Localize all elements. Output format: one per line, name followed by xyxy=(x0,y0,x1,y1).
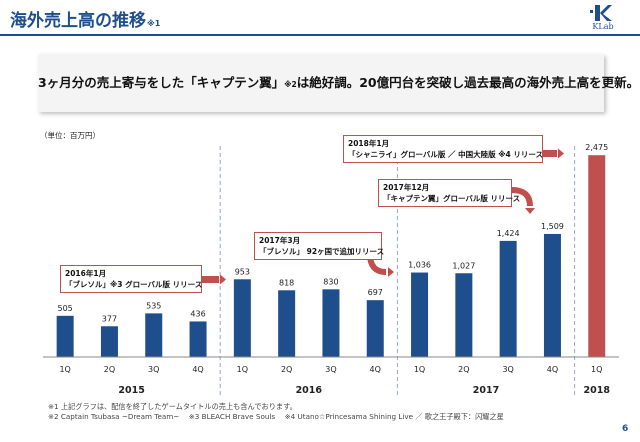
callout-1: 2016年1月「ブレソル」※3 グローバル版 リリース xyxy=(60,265,202,293)
footnote-2: ※2 Captain Tsubasa ~Dream Team~ ※3 BLEAC… xyxy=(48,412,504,421)
headline-note: ※2 xyxy=(284,80,297,89)
bar-1 xyxy=(56,315,74,357)
callout-2-text: 「ブレソル」 92ヶ国で追加リリース xyxy=(259,247,385,256)
value-label-9: 1,036 xyxy=(408,261,431,270)
title-rule xyxy=(0,34,640,36)
tick-label-12: 4Q xyxy=(547,365,558,374)
klab-logo-icon xyxy=(590,5,612,21)
year-label-2016: 2016 xyxy=(296,385,323,396)
value-label-12: 1,509 xyxy=(541,222,564,231)
page-title-note: ※1 xyxy=(147,19,161,28)
tick-label-10: 2Q xyxy=(458,365,469,374)
callout-2: 2017年3月「ブレソル」 92ヶ国で追加リリース xyxy=(254,232,385,260)
bar-7 xyxy=(322,289,340,357)
bar-2 xyxy=(100,326,118,357)
value-label-13: 2,475 xyxy=(585,143,608,152)
bar-10 xyxy=(455,273,473,357)
headline: 3ヶ月分の売上寄与をした「キャプテン翼」※2は絶好調。20億円台を突破し過去最高… xyxy=(38,54,639,112)
callout-1-date: 2016年1月 xyxy=(65,269,107,278)
bar-6 xyxy=(278,290,296,357)
arrow-2-head xyxy=(388,267,394,277)
callout-3-text: 「キャプテン翼」グローバル版 リリース xyxy=(383,194,521,203)
bar-9 xyxy=(411,272,429,357)
headline-box: 3ヶ月分の売上寄与をした「キャプテン翼」※2は絶好調。20億円台を突破し過去最高… xyxy=(38,54,639,112)
value-label-1: 505 xyxy=(58,304,73,313)
callout-3-date: 2017年12月 xyxy=(383,183,430,192)
value-label-6: 818 xyxy=(279,278,294,287)
value-label-4: 436 xyxy=(190,309,205,318)
value-label-7: 830 xyxy=(323,277,338,286)
bar-3 xyxy=(145,313,163,357)
value-label-8: 697 xyxy=(368,288,383,297)
callout-1-text: 「ブレソル」※3 グローバル版 リリース xyxy=(65,280,203,289)
year-label-2015: 2015 xyxy=(118,385,144,396)
tick-label-11: 3Q xyxy=(502,365,513,374)
header: 海外売上高の推移※1 KLab xyxy=(0,0,640,40)
callout-4: 2018年1月「シャニライ」グローバル版 ／ 中国大陸版 ※4 リリース xyxy=(343,135,543,163)
arrow-4-head xyxy=(558,148,564,159)
callout-4-text: 「シャニライ」グローバル版 ／ 中国大陸版 ※4 リリース xyxy=(348,150,544,159)
page-number: 6 xyxy=(622,424,629,434)
bar-13 xyxy=(588,155,606,357)
year-label-2017: 2017 xyxy=(473,385,499,396)
unit-label: （単位：百万円） xyxy=(40,131,100,140)
bar-5 xyxy=(233,279,251,357)
value-label-10: 1,027 xyxy=(452,261,475,270)
bar-8 xyxy=(366,300,384,357)
bar-12 xyxy=(543,233,561,357)
footnotes: ※1 上記グラフは、配信を終了したゲームタイトルの売上も含んでおります。 ※2 … xyxy=(48,402,504,422)
value-label-5: 953 xyxy=(235,267,250,276)
klab-logo: KLab xyxy=(580,4,626,32)
callout-2-date: 2017年3月 xyxy=(259,236,301,245)
tick-label-13: 1Q xyxy=(591,365,602,374)
year-label-2018: 2018 xyxy=(584,385,611,396)
arrow-3-head xyxy=(525,208,535,214)
arrow-4-body xyxy=(543,150,557,157)
tick-label-7: 3Q xyxy=(325,365,336,374)
page-title-text: 海外売上高の推移 xyxy=(10,11,146,31)
arrow-1-head xyxy=(220,274,226,285)
tick-label-3: 3Q xyxy=(148,365,159,374)
headline-part1: 3ヶ月分の売上寄与をした「キャプテン翼」 xyxy=(38,75,285,90)
value-label-3: 535 xyxy=(146,301,161,310)
tick-label-8: 4Q xyxy=(370,365,381,374)
tick-label-4: 4Q xyxy=(192,365,203,374)
arrow-1-body xyxy=(202,276,219,283)
tick-label-6: 2Q xyxy=(281,365,292,374)
callout-3: 2017年12月「キャプテン翼」グローバル版 リリース xyxy=(378,179,521,207)
tick-label-9: 1Q xyxy=(414,365,425,374)
headline-part2: は絶好調。20億円台を突破し過去最高の海外売上高を更新。 xyxy=(296,75,640,90)
callout-4-date: 2018年1月 xyxy=(348,139,390,148)
arrow-3-body xyxy=(511,187,533,207)
tick-label-5: 1Q xyxy=(237,365,248,374)
bar-11 xyxy=(499,240,517,357)
value-label-2: 377 xyxy=(102,314,117,323)
tick-label-2: 2Q xyxy=(104,365,115,374)
logo-text: KLab xyxy=(592,22,614,31)
value-label-11: 1,424 xyxy=(497,229,520,238)
tick-label-1: 1Q xyxy=(59,365,70,374)
footnote-1: ※1 上記グラフは、配信を終了したゲームタイトルの売上も含んでおります。 xyxy=(48,402,297,411)
page-title: 海外売上高の推移※1 xyxy=(10,6,160,31)
bar-4 xyxy=(189,321,207,357)
